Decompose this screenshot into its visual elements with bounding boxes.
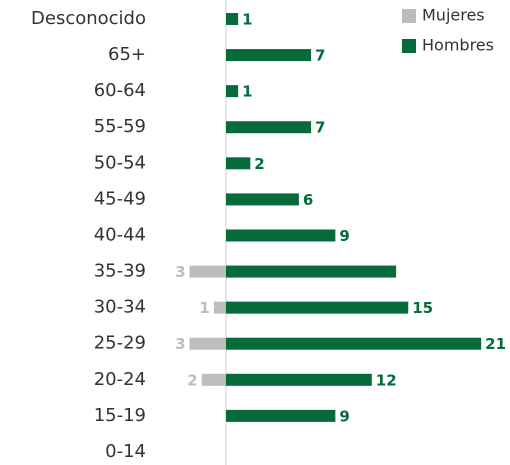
category-label: 60-64 [94,80,146,101]
category-label: 30-34 [94,297,146,318]
bar [226,337,482,350]
value-label: 2 [254,155,264,173]
value-label: 3 [175,335,185,353]
bar [226,13,239,25]
legend-label: Hombres [422,36,494,55]
value-label: 12 [376,371,397,389]
category-label: 25-29 [94,333,146,354]
category-label: 55-59 [94,116,146,137]
legend-label: Mujeres [422,6,485,25]
category-label: 50-54 [94,152,146,173]
bar [189,337,226,350]
value-label: 7 [315,119,325,137]
bar [226,49,312,62]
bar [226,193,299,206]
bar [226,409,336,422]
legend-swatch [402,39,416,53]
value-label: 1 [242,11,252,29]
category-label: 65+ [108,44,146,65]
value-label: 9 [339,407,349,425]
category-label: 0-14 [105,441,146,462]
value-label: 6 [303,191,313,209]
value-label: 1 [199,299,209,317]
value-label: 15 [412,299,433,317]
category-label: 45-49 [94,188,146,209]
category-label: Desconocido [31,8,146,29]
bar [226,121,312,134]
bar [213,301,226,314]
bar [226,85,239,98]
bar [226,265,397,278]
value-label: 1 [242,83,252,101]
bar [201,373,226,386]
category-label: 15-19 [94,405,146,426]
category-label: 20-24 [94,369,146,390]
bar [226,229,336,242]
bar [226,301,409,314]
bar [189,265,226,278]
value-label: 21 [485,335,506,353]
bar [226,373,372,386]
category-label: 40-44 [94,224,146,245]
value-label: 9 [339,227,349,245]
category-label: 35-39 [94,261,146,282]
legend-swatch [402,9,416,23]
value-label: 3 [175,263,185,281]
value-label: 2 [187,371,197,389]
value-label: 7 [315,47,325,65]
bar [226,157,251,170]
